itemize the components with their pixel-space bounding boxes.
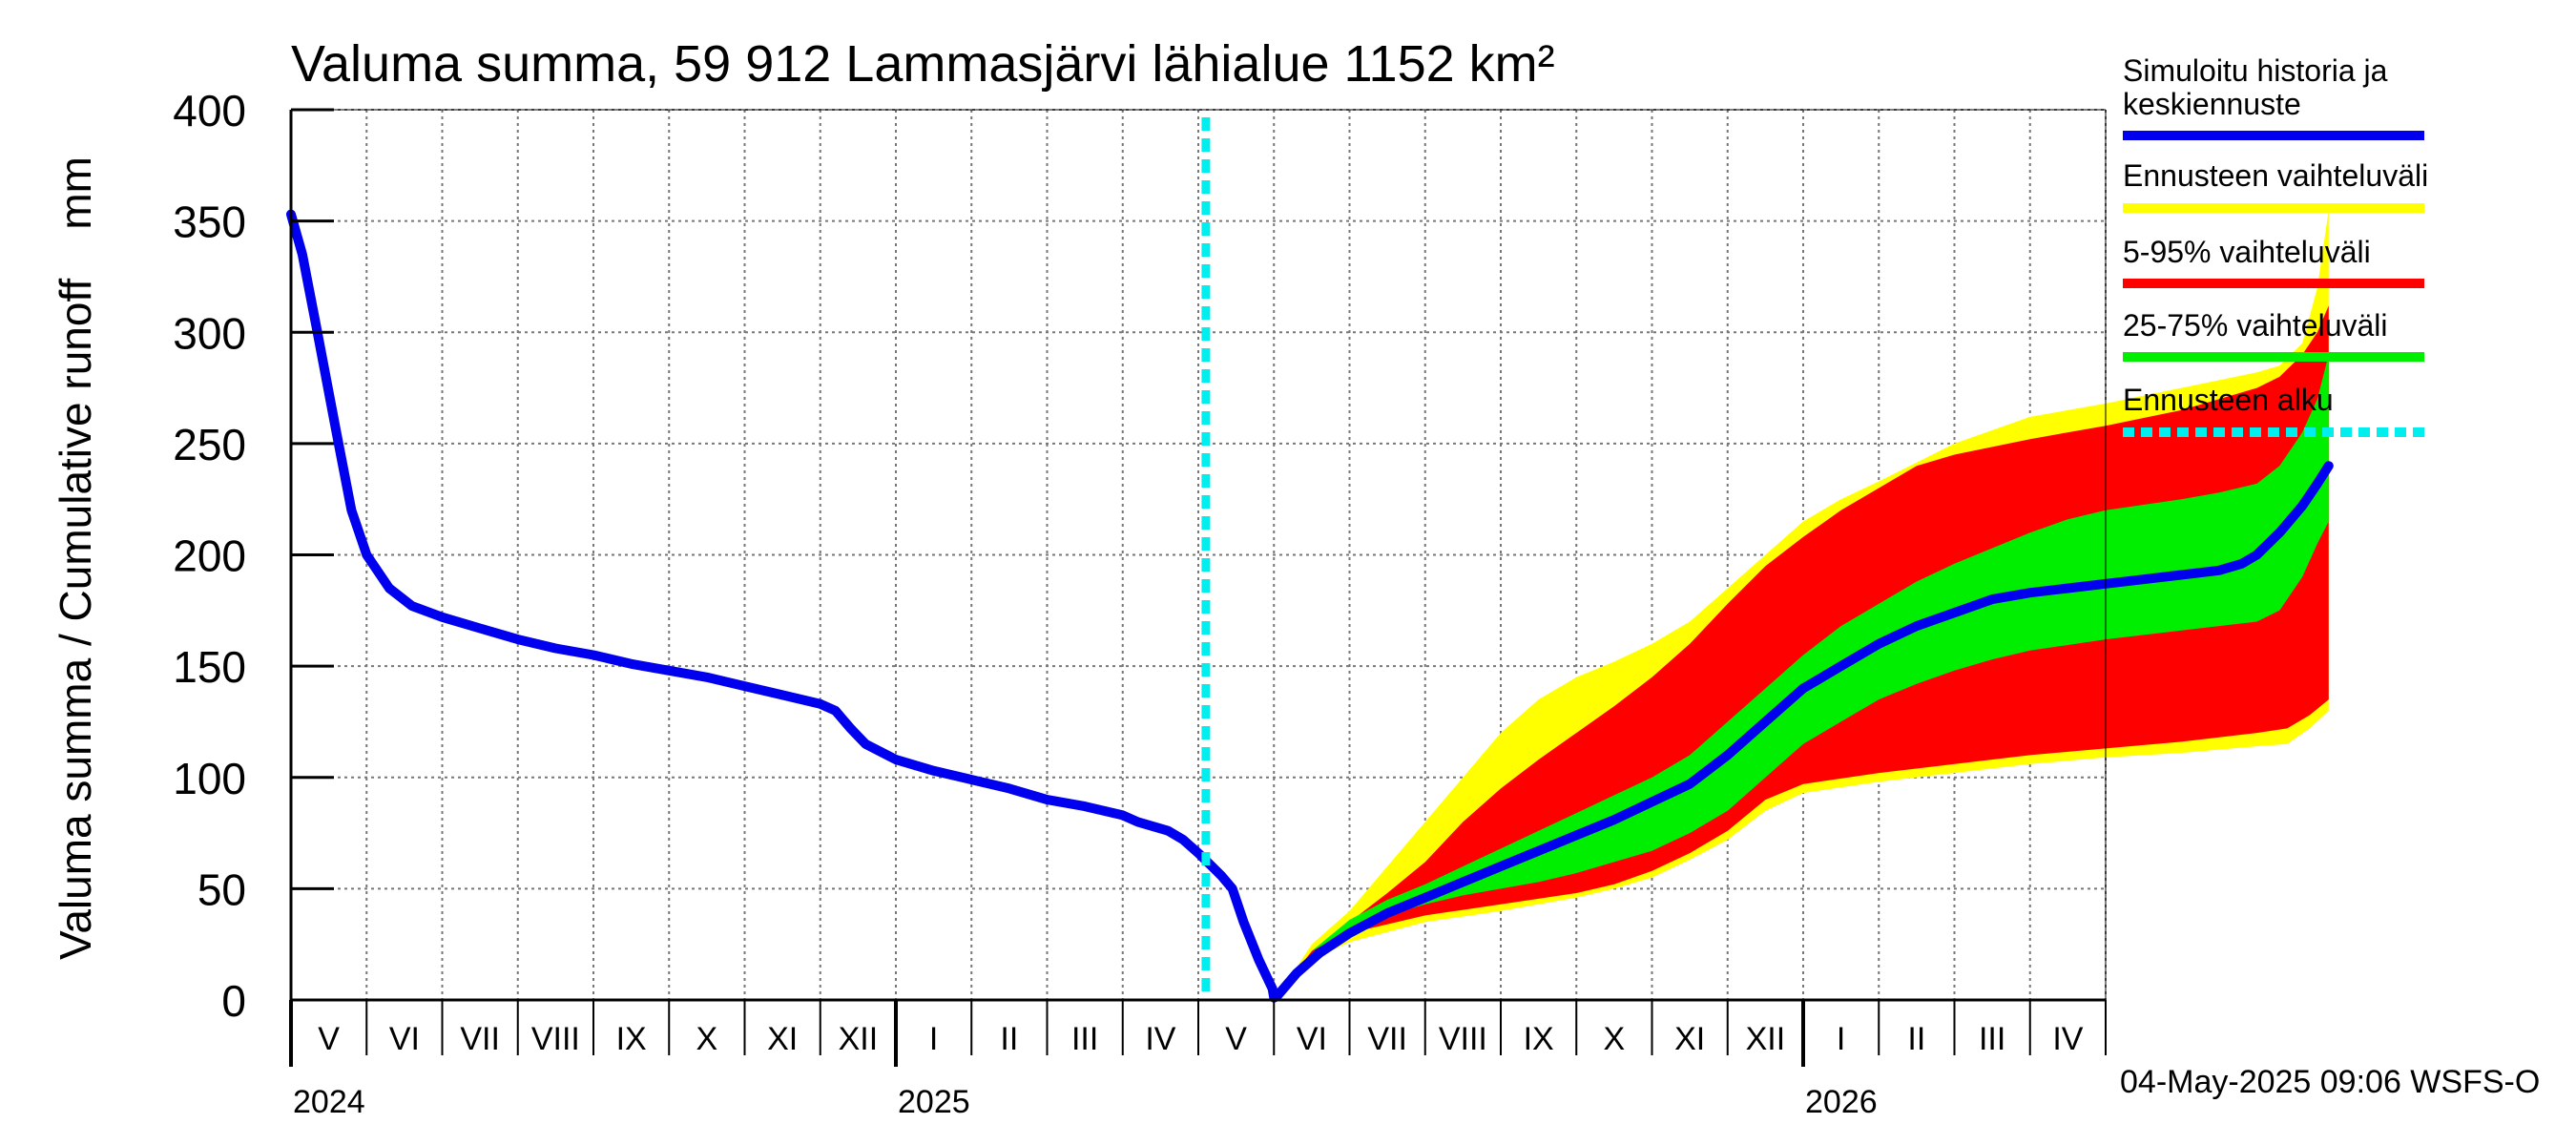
y-tick-label: 350 xyxy=(173,198,246,247)
y-tick-label: 150 xyxy=(173,642,246,692)
x-month-label: VIII xyxy=(531,1021,580,1057)
x-month-label: VI xyxy=(1297,1021,1327,1057)
legend-label: Ennusteen alku xyxy=(2123,383,2334,417)
x-month-label: I xyxy=(1837,1021,1845,1057)
x-month-label: VII xyxy=(460,1021,500,1057)
forecast-bands xyxy=(1278,210,2329,996)
y-tick-label: 200 xyxy=(173,531,246,581)
series-line-group xyxy=(286,209,2334,1003)
y-tick-label: 0 xyxy=(221,976,246,1026)
x-month-label: IX xyxy=(616,1021,647,1057)
x-ticks: V VI VII VIII IX X XI XII I II III IV V VI VII VIII IX X X… xyxy=(289,1000,2107,1120)
y-tick-label: 400 xyxy=(173,86,246,135)
y-tick-label: 250 xyxy=(173,420,246,469)
y-ticks: 0 50 100 150 200 250 300 350 400 xyxy=(173,86,334,1026)
series-line-simulated xyxy=(286,209,2334,1003)
x-month-label: XII xyxy=(1746,1021,1786,1057)
x-month-label: IX xyxy=(1524,1021,1554,1057)
legend-label: Ennusteen vaihteluväli xyxy=(2123,158,2428,193)
x-month-label: VI xyxy=(389,1021,420,1057)
x-month-label: X xyxy=(1604,1021,1626,1057)
x-month-label: V xyxy=(1225,1021,1247,1057)
x-month-label: II xyxy=(1907,1021,1925,1057)
x-month-label: X xyxy=(696,1021,718,1057)
y-tick-label: 100 xyxy=(173,754,246,803)
x-month-label: IV xyxy=(1145,1021,1175,1057)
legend-label: 25-75% vaihteluväli xyxy=(2123,308,2388,343)
x-month-label: IV xyxy=(2052,1021,2083,1057)
y-tick-label: 50 xyxy=(197,864,246,914)
x-year-label: 2024 xyxy=(293,1084,365,1120)
x-month-label: XI xyxy=(767,1021,798,1057)
y-axis-label: Valuma summa / Cumulative runoff mm xyxy=(51,156,100,960)
band-25-75-vaihteluv-li xyxy=(1278,354,2329,996)
x-month-label: XI xyxy=(1674,1021,1705,1057)
x-year-label: 2026 xyxy=(1805,1084,1878,1120)
footer-timestamp: 04-May-2025 09:06 WSFS-O xyxy=(2120,1064,2540,1100)
x-month-label: XII xyxy=(839,1021,879,1057)
x-month-label: VII xyxy=(1367,1021,1407,1057)
x-year-label: 2025 xyxy=(898,1084,970,1120)
chart-title: Valuma summa, 59 912 Lammasjärvi lähialu… xyxy=(291,35,1555,93)
legend-label: Simuloitu historia ja xyxy=(2123,53,2388,88)
x-month-label: I xyxy=(929,1021,938,1057)
x-month-label: V xyxy=(318,1021,340,1057)
x-month-label: III xyxy=(1979,1021,2005,1057)
band-5-95-vaihteluv-li xyxy=(1278,305,2329,996)
legend-label: keskiennuste xyxy=(2123,87,2301,121)
legend-label: 5-95% vaihteluväli xyxy=(2123,235,2371,269)
x-month-label: VIII xyxy=(1439,1021,1487,1057)
x-month-label: III xyxy=(1071,1021,1098,1057)
y-tick-label: 300 xyxy=(173,308,246,358)
x-month-label: II xyxy=(1000,1021,1018,1057)
